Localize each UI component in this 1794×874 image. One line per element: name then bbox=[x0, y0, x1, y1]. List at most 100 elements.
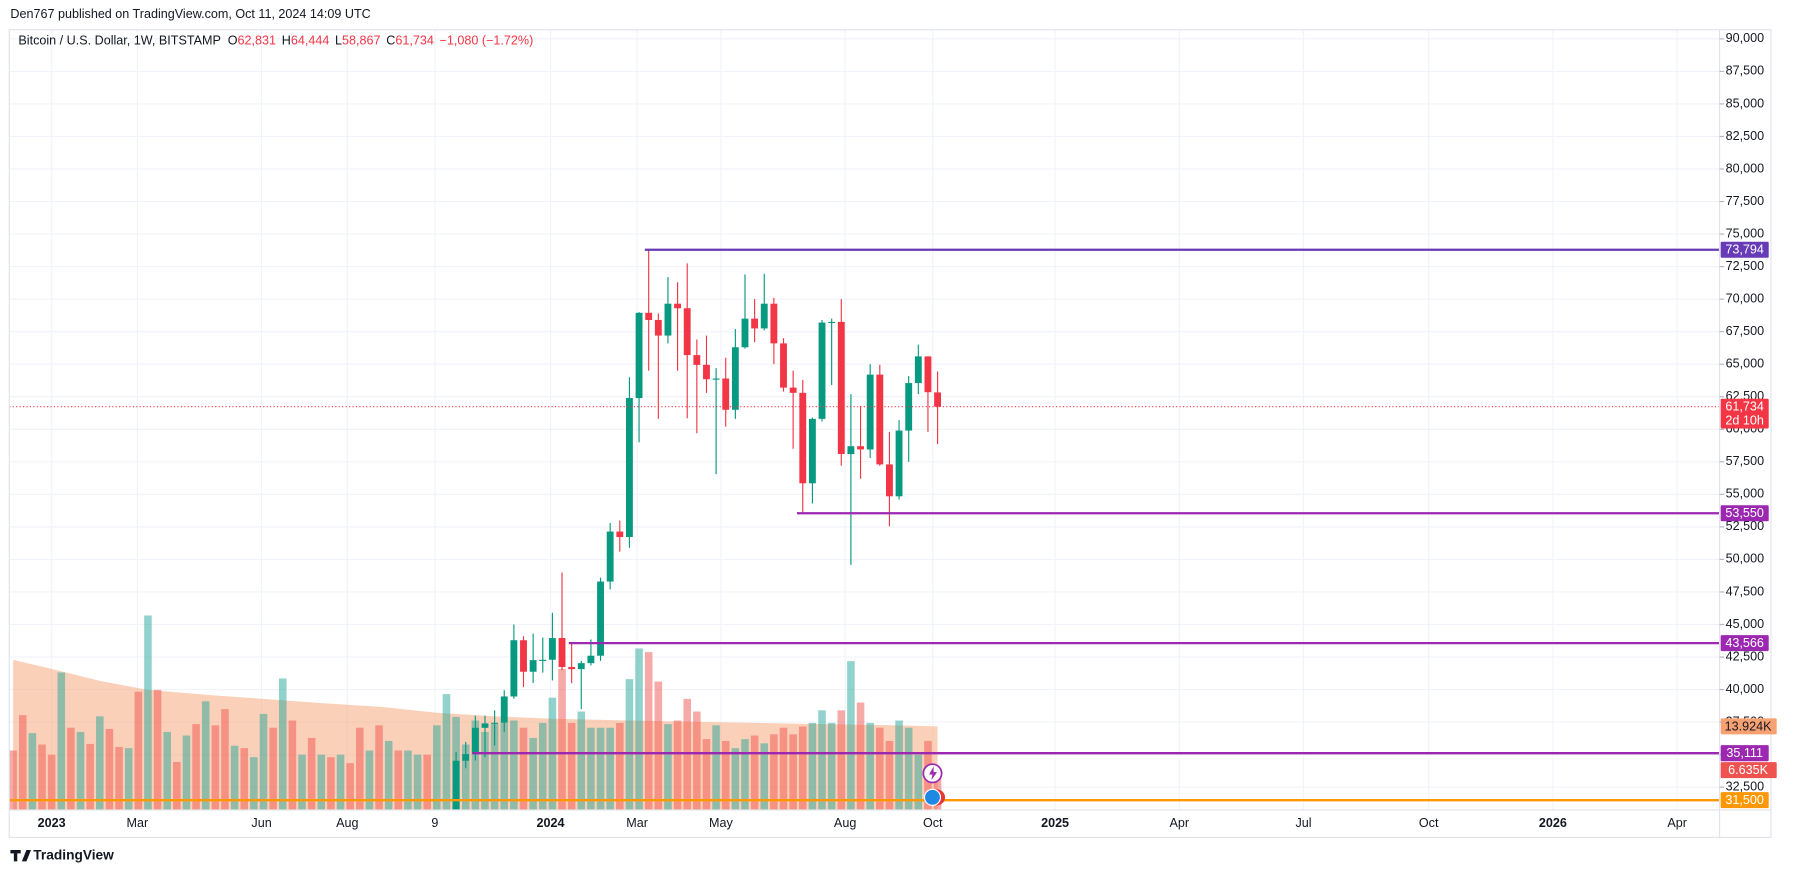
candle-body bbox=[799, 392, 807, 484]
legend-value: 58,867 bbox=[342, 34, 380, 48]
volume-bar bbox=[76, 731, 85, 810]
level-label: 35,111 bbox=[1726, 746, 1763, 760]
volume-bar bbox=[144, 615, 152, 810]
y-tick-label: 57,500 bbox=[1726, 454, 1764, 468]
candle-body bbox=[780, 343, 787, 388]
candle-body bbox=[828, 321, 836, 324]
x-tick-label: 2023 bbox=[38, 816, 66, 830]
volume-bar bbox=[770, 734, 778, 810]
volume-bar bbox=[433, 725, 441, 810]
volume-bar bbox=[201, 701, 210, 810]
legend-value: 64,444 bbox=[291, 34, 329, 48]
volume-bar bbox=[307, 737, 316, 810]
x-tick-label: May bbox=[709, 816, 733, 830]
volume-bar bbox=[96, 716, 104, 810]
legend-key: C bbox=[386, 34, 395, 48]
volume-bar bbox=[240, 748, 249, 810]
event-icon[interactable] bbox=[923, 788, 942, 806]
y-tick-label: 40,000 bbox=[1726, 682, 1764, 696]
candle-body bbox=[818, 322, 826, 419]
candle-body bbox=[548, 638, 556, 660]
candle-body bbox=[558, 638, 566, 668]
brand-logo bbox=[10, 849, 32, 862]
x-tick-label: 2026 bbox=[1539, 816, 1567, 830]
volume-bar bbox=[9, 750, 17, 810]
publisher: Den767 published on TradingView.com, Oct… bbox=[10, 7, 370, 21]
volume-bar bbox=[904, 727, 913, 810]
volume-bar bbox=[538, 722, 547, 810]
volume-bar bbox=[250, 757, 258, 810]
volume-bar bbox=[481, 731, 489, 810]
candle-body bbox=[568, 667, 576, 670]
candle-body bbox=[645, 312, 653, 320]
candle-body bbox=[731, 347, 739, 410]
volume-bar bbox=[644, 652, 653, 810]
volume-bar bbox=[856, 702, 865, 810]
level-badge bbox=[1720, 745, 1769, 762]
volume-bar bbox=[346, 763, 354, 810]
candle-body bbox=[597, 581, 604, 656]
candle-body bbox=[529, 660, 537, 672]
candle-body bbox=[510, 640, 518, 697]
candle-body bbox=[760, 303, 768, 329]
volume-bar bbox=[731, 748, 740, 810]
x-tick-label: Jun bbox=[251, 816, 271, 830]
y-tick-label: 82,500 bbox=[1726, 129, 1764, 143]
candle-body bbox=[866, 374, 874, 450]
y-tick-label: 80,000 bbox=[1726, 161, 1764, 175]
volume-bar bbox=[558, 668, 566, 810]
frame bbox=[8, 29, 1772, 838]
volume-bar bbox=[895, 720, 903, 810]
candle-body bbox=[693, 355, 701, 365]
volume-bar bbox=[779, 727, 788, 810]
volume-bar bbox=[317, 754, 326, 810]
volume-bar bbox=[808, 722, 817, 810]
level-badge bbox=[1720, 505, 1769, 522]
price-pane bbox=[9, 248, 1720, 810]
volume-bar bbox=[28, 733, 37, 810]
axes: 2023 Mar Jun Aug 9 2024 Mar May Aug Oct 2025 Apr Jul… bbox=[38, 31, 1777, 830]
volume-bar bbox=[86, 743, 94, 810]
y-tick-label: 67,500 bbox=[1726, 324, 1764, 338]
volume-bar bbox=[336, 754, 345, 810]
volume-badge-label: 6.635K bbox=[1728, 763, 1768, 777]
last-price-badge bbox=[1720, 398, 1769, 429]
volume-bar bbox=[673, 720, 682, 810]
volume-bar bbox=[741, 739, 749, 810]
y-tick-label: 72,500 bbox=[1726, 259, 1764, 273]
volume-bar bbox=[278, 678, 287, 810]
volume-bar bbox=[635, 648, 643, 810]
volume-bar bbox=[115, 746, 123, 810]
y-tick-label: 85,000 bbox=[1726, 96, 1764, 110]
volume-bar bbox=[384, 740, 393, 810]
volume-bar bbox=[230, 745, 239, 810]
level-label: 31,500 bbox=[1725, 793, 1763, 807]
event-icons bbox=[922, 763, 946, 806]
volume-bar bbox=[606, 727, 614, 810]
volume-bar bbox=[211, 725, 220, 810]
y-tick-label: 77,500 bbox=[1726, 194, 1764, 208]
y-tick-label: 47,500 bbox=[1726, 584, 1764, 598]
volume-bar bbox=[847, 661, 855, 810]
volume-bar bbox=[577, 711, 586, 810]
x-tick-label: Aug bbox=[336, 816, 358, 830]
x-tick-label: 2025 bbox=[1041, 816, 1069, 830]
level-label: 73,794 bbox=[1725, 243, 1763, 257]
volume-bar bbox=[914, 754, 923, 810]
volume-badge bbox=[1720, 718, 1777, 735]
candle-body bbox=[741, 318, 749, 348]
legend-key: H bbox=[282, 34, 291, 48]
candle-body bbox=[837, 321, 845, 455]
candle-body bbox=[683, 308, 691, 356]
volume-bar bbox=[798, 726, 807, 810]
volume-bar bbox=[442, 694, 451, 810]
volume-bar bbox=[134, 691, 143, 810]
y-tick-label: 50,000 bbox=[1726, 552, 1764, 566]
candle-body bbox=[481, 723, 489, 728]
volume-bar bbox=[712, 725, 720, 810]
volume-bar bbox=[47, 754, 56, 810]
candle-body bbox=[654, 319, 662, 336]
candle-body bbox=[770, 303, 778, 344]
volume-bar bbox=[365, 750, 374, 810]
